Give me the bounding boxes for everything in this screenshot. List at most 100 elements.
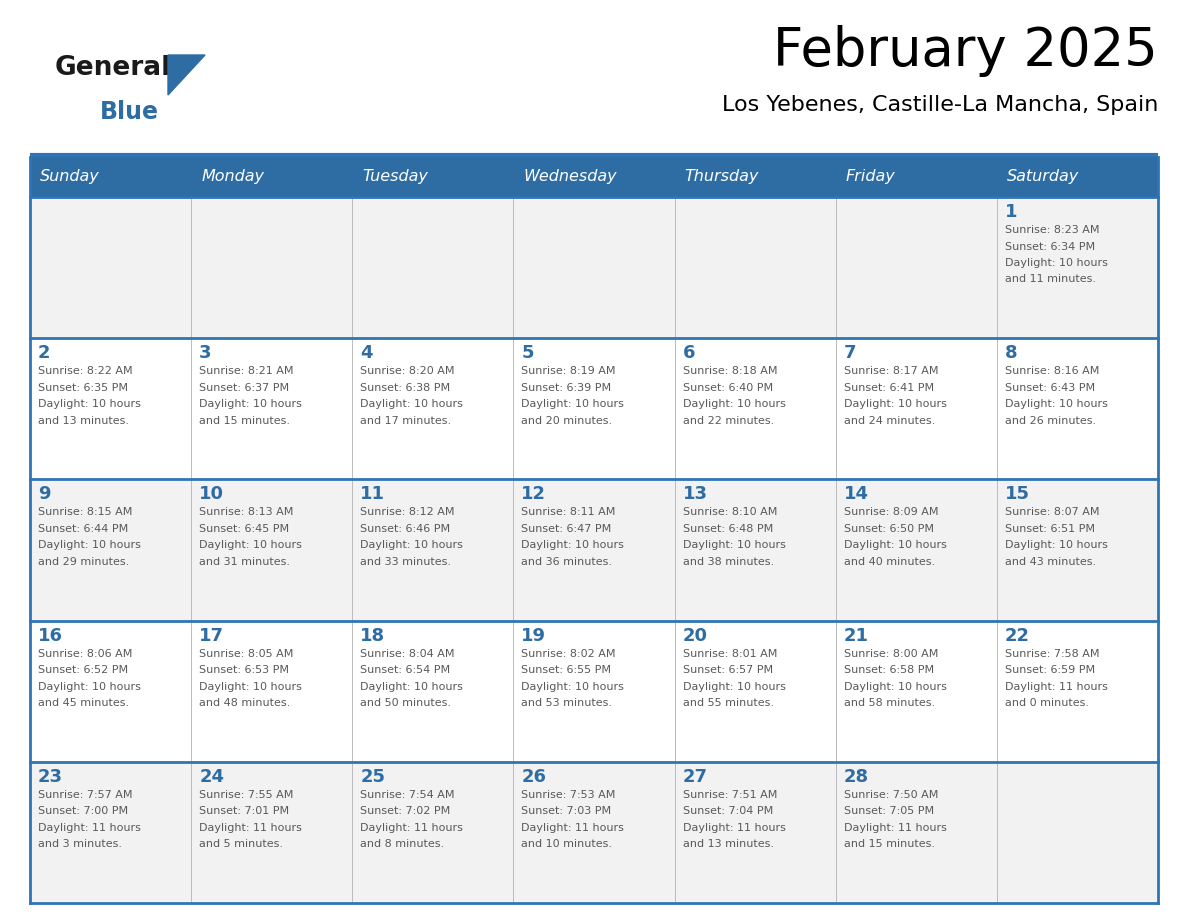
Text: Daylight: 10 hours: Daylight: 10 hours (360, 541, 463, 551)
Text: and 48 minutes.: and 48 minutes. (200, 698, 290, 708)
Text: Sunset: 6:52 PM: Sunset: 6:52 PM (38, 666, 128, 675)
Text: Sunrise: 8:23 AM: Sunrise: 8:23 AM (1005, 225, 1099, 235)
Text: 2: 2 (38, 344, 51, 363)
Text: Sunrise: 8:01 AM: Sunrise: 8:01 AM (683, 649, 777, 658)
Text: Sunrise: 8:12 AM: Sunrise: 8:12 AM (360, 508, 455, 518)
Polygon shape (168, 55, 206, 95)
Text: Sunrise: 8:00 AM: Sunrise: 8:00 AM (843, 649, 939, 658)
Text: 20: 20 (683, 627, 708, 644)
Text: and 3 minutes.: and 3 minutes. (38, 839, 122, 849)
Text: Daylight: 10 hours: Daylight: 10 hours (843, 541, 947, 551)
Text: Monday: Monday (201, 170, 264, 185)
Text: 23: 23 (38, 767, 63, 786)
Text: Daylight: 10 hours: Daylight: 10 hours (1005, 258, 1107, 268)
Text: Sunrise: 8:02 AM: Sunrise: 8:02 AM (522, 649, 615, 658)
Bar (30, 762, 1158, 903)
Text: and 8 minutes.: and 8 minutes. (360, 839, 444, 849)
Text: and 45 minutes.: and 45 minutes. (38, 698, 129, 708)
Text: Sunrise: 7:55 AM: Sunrise: 7:55 AM (200, 789, 293, 800)
Text: 28: 28 (843, 767, 868, 786)
Text: and 38 minutes.: and 38 minutes. (683, 557, 773, 567)
Text: and 50 minutes.: and 50 minutes. (360, 698, 451, 708)
Text: Sunrise: 8:11 AM: Sunrise: 8:11 AM (522, 508, 615, 518)
Text: and 58 minutes.: and 58 minutes. (843, 698, 935, 708)
Text: Daylight: 11 hours: Daylight: 11 hours (1005, 681, 1107, 691)
Text: 3: 3 (200, 344, 211, 363)
Text: and 13 minutes.: and 13 minutes. (38, 416, 129, 426)
Text: Sunrise: 8:10 AM: Sunrise: 8:10 AM (683, 508, 777, 518)
Text: and 5 minutes.: and 5 minutes. (200, 839, 283, 849)
Text: Blue: Blue (100, 100, 159, 124)
Text: Daylight: 10 hours: Daylight: 10 hours (1005, 541, 1107, 551)
Text: Sunrise: 7:58 AM: Sunrise: 7:58 AM (1005, 649, 1099, 658)
Text: Sunrise: 8:19 AM: Sunrise: 8:19 AM (522, 366, 615, 376)
Text: 24: 24 (200, 767, 225, 786)
Text: 25: 25 (360, 767, 385, 786)
Text: Daylight: 10 hours: Daylight: 10 hours (683, 399, 785, 409)
Text: Sunset: 6:37 PM: Sunset: 6:37 PM (200, 383, 289, 393)
Text: Sunset: 6:51 PM: Sunset: 6:51 PM (1005, 524, 1095, 534)
Text: Sunset: 6:47 PM: Sunset: 6:47 PM (522, 524, 612, 534)
Text: Sunset: 6:46 PM: Sunset: 6:46 PM (360, 524, 450, 534)
Text: 12: 12 (522, 486, 546, 503)
Text: Daylight: 10 hours: Daylight: 10 hours (683, 541, 785, 551)
Text: Sunset: 6:48 PM: Sunset: 6:48 PM (683, 524, 773, 534)
Text: Sunrise: 8:22 AM: Sunrise: 8:22 AM (38, 366, 133, 376)
Text: Daylight: 10 hours: Daylight: 10 hours (522, 681, 625, 691)
Text: Daylight: 10 hours: Daylight: 10 hours (38, 681, 141, 691)
Text: Sunrise: 7:57 AM: Sunrise: 7:57 AM (38, 789, 133, 800)
Text: Sunrise: 7:53 AM: Sunrise: 7:53 AM (522, 789, 615, 800)
Text: Sunset: 7:01 PM: Sunset: 7:01 PM (200, 806, 289, 816)
Text: Sunset: 7:05 PM: Sunset: 7:05 PM (843, 806, 934, 816)
Text: Daylight: 10 hours: Daylight: 10 hours (38, 541, 141, 551)
Text: Sunset: 6:58 PM: Sunset: 6:58 PM (843, 666, 934, 675)
Text: Sunrise: 8:05 AM: Sunrise: 8:05 AM (200, 649, 293, 658)
Text: Daylight: 11 hours: Daylight: 11 hours (683, 823, 785, 833)
Text: Sunrise: 8:13 AM: Sunrise: 8:13 AM (200, 508, 293, 518)
Text: Daylight: 11 hours: Daylight: 11 hours (38, 823, 141, 833)
Text: Sunrise: 8:17 AM: Sunrise: 8:17 AM (843, 366, 939, 376)
Text: Sunset: 6:45 PM: Sunset: 6:45 PM (200, 524, 289, 534)
Text: Sunset: 6:38 PM: Sunset: 6:38 PM (360, 383, 450, 393)
Text: 8: 8 (1005, 344, 1017, 363)
Text: Sunset: 6:41 PM: Sunset: 6:41 PM (843, 383, 934, 393)
Text: Daylight: 11 hours: Daylight: 11 hours (360, 823, 463, 833)
Text: and 40 minutes.: and 40 minutes. (843, 557, 935, 567)
Text: Friday: Friday (846, 170, 896, 185)
Text: 1: 1 (1005, 203, 1017, 221)
Text: Daylight: 10 hours: Daylight: 10 hours (38, 399, 141, 409)
Text: and 20 minutes.: and 20 minutes. (522, 416, 613, 426)
Bar (30, 338, 1158, 479)
Text: 5: 5 (522, 344, 533, 363)
Text: and 43 minutes.: and 43 minutes. (1005, 557, 1097, 567)
Text: and 31 minutes.: and 31 minutes. (200, 557, 290, 567)
Text: Sunset: 6:34 PM: Sunset: 6:34 PM (1005, 241, 1095, 252)
Text: Daylight: 10 hours: Daylight: 10 hours (843, 681, 947, 691)
Text: Daylight: 10 hours: Daylight: 10 hours (200, 399, 302, 409)
Text: Daylight: 10 hours: Daylight: 10 hours (360, 681, 463, 691)
Text: and 22 minutes.: and 22 minutes. (683, 416, 773, 426)
Bar (30, 621, 1158, 762)
Text: 14: 14 (843, 486, 868, 503)
Text: and 15 minutes.: and 15 minutes. (200, 416, 290, 426)
Text: Sunset: 6:50 PM: Sunset: 6:50 PM (843, 524, 934, 534)
Text: Daylight: 11 hours: Daylight: 11 hours (200, 823, 302, 833)
Text: Sunset: 6:57 PM: Sunset: 6:57 PM (683, 666, 772, 675)
Text: and 55 minutes.: and 55 minutes. (683, 698, 773, 708)
Text: Sunset: 6:40 PM: Sunset: 6:40 PM (683, 383, 772, 393)
Text: and 33 minutes.: and 33 minutes. (360, 557, 451, 567)
Text: and 11 minutes.: and 11 minutes. (1005, 274, 1095, 285)
Text: Sunrise: 7:50 AM: Sunrise: 7:50 AM (843, 789, 939, 800)
Text: 27: 27 (683, 767, 708, 786)
Text: and 29 minutes.: and 29 minutes. (38, 557, 129, 567)
Text: 11: 11 (360, 486, 385, 503)
Text: 7: 7 (843, 344, 857, 363)
Text: Sunrise: 8:07 AM: Sunrise: 8:07 AM (1005, 508, 1099, 518)
Text: Sunset: 6:54 PM: Sunset: 6:54 PM (360, 666, 450, 675)
Text: Sunset: 7:00 PM: Sunset: 7:00 PM (38, 806, 128, 816)
Text: 6: 6 (683, 344, 695, 363)
Text: 16: 16 (38, 627, 63, 644)
Text: Los Yebenes, Castille-La Mancha, Spain: Los Yebenes, Castille-La Mancha, Spain (721, 95, 1158, 115)
Text: 10: 10 (200, 486, 225, 503)
Text: 19: 19 (522, 627, 546, 644)
